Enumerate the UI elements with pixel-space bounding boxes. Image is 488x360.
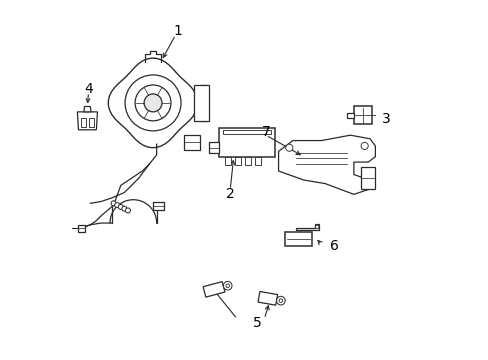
Circle shape: [144, 94, 162, 112]
Polygon shape: [78, 225, 85, 232]
Bar: [353, 107, 371, 125]
Circle shape: [285, 144, 292, 151]
Polygon shape: [77, 112, 97, 130]
Circle shape: [125, 75, 181, 131]
Circle shape: [125, 208, 130, 213]
Bar: [285, 232, 311, 246]
Circle shape: [135, 85, 171, 121]
Circle shape: [111, 201, 116, 206]
Polygon shape: [296, 224, 318, 230]
Polygon shape: [83, 107, 91, 112]
Bar: [254, 157, 261, 165]
Circle shape: [315, 225, 318, 229]
Circle shape: [115, 203, 120, 208]
Bar: [223, 130, 271, 134]
Circle shape: [225, 284, 229, 288]
Bar: [81, 118, 86, 127]
Polygon shape: [258, 292, 277, 305]
Text: 7: 7: [261, 125, 270, 139]
Polygon shape: [153, 202, 163, 211]
Bar: [234, 157, 241, 165]
Text: 4: 4: [84, 82, 93, 95]
Bar: [244, 157, 251, 165]
Text: 5: 5: [252, 316, 261, 330]
Circle shape: [279, 299, 282, 302]
Polygon shape: [278, 135, 375, 194]
Circle shape: [276, 296, 285, 305]
Bar: [219, 128, 274, 157]
Text: 6: 6: [329, 239, 338, 253]
Bar: [346, 113, 353, 118]
Polygon shape: [208, 142, 219, 153]
Circle shape: [223, 282, 231, 290]
Bar: [360, 167, 375, 189]
Circle shape: [118, 204, 123, 210]
Polygon shape: [183, 135, 199, 149]
Text: 3: 3: [381, 112, 390, 126]
Text: 1: 1: [173, 24, 182, 38]
Bar: [224, 157, 231, 165]
Bar: [194, 85, 208, 121]
Circle shape: [360, 142, 367, 149]
Bar: [89, 118, 94, 127]
Text: 2: 2: [225, 187, 234, 201]
Polygon shape: [203, 282, 224, 297]
Circle shape: [122, 206, 126, 211]
Polygon shape: [108, 58, 198, 148]
